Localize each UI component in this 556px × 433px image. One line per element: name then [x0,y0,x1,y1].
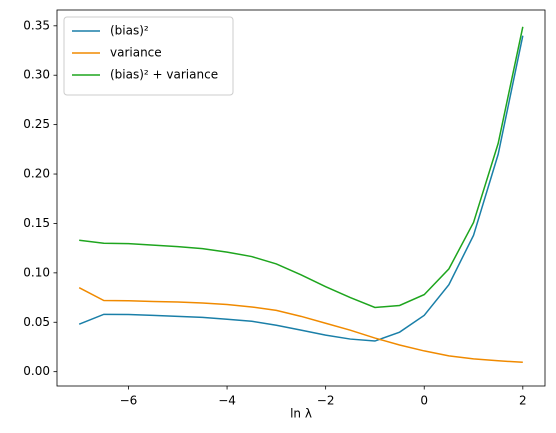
legend-label: (bias)² + variance [110,68,218,82]
y-tick-label: 0.00 [23,364,50,378]
legend-label: variance [110,46,162,60]
series-line [79,26,524,309]
x-tick-label: 2 [519,394,527,408]
y-tick-label: 0.15 [23,216,50,230]
legend-label: (bias)² [110,24,149,38]
x-tick-label: −2 [317,394,335,408]
x-tick-label: 0 [420,394,428,408]
plot-frame [56,9,546,387]
series-line [78,35,524,342]
x-axis-label: ln λ [290,407,312,421]
y-tick-label: 0.20 [23,167,50,181]
y-tick-label: 0.05 [23,315,50,329]
y-tick-label: 0.35 [23,18,50,32]
x-tick-label: −6 [120,394,138,408]
x-tick-label: −4 [218,394,236,408]
y-tick-label: 0.30 [23,68,50,82]
y-tick-label: 0.25 [23,117,50,131]
y-tick-label: 0.10 [23,265,50,279]
series-line [78,287,523,364]
legend-box [63,16,234,96]
